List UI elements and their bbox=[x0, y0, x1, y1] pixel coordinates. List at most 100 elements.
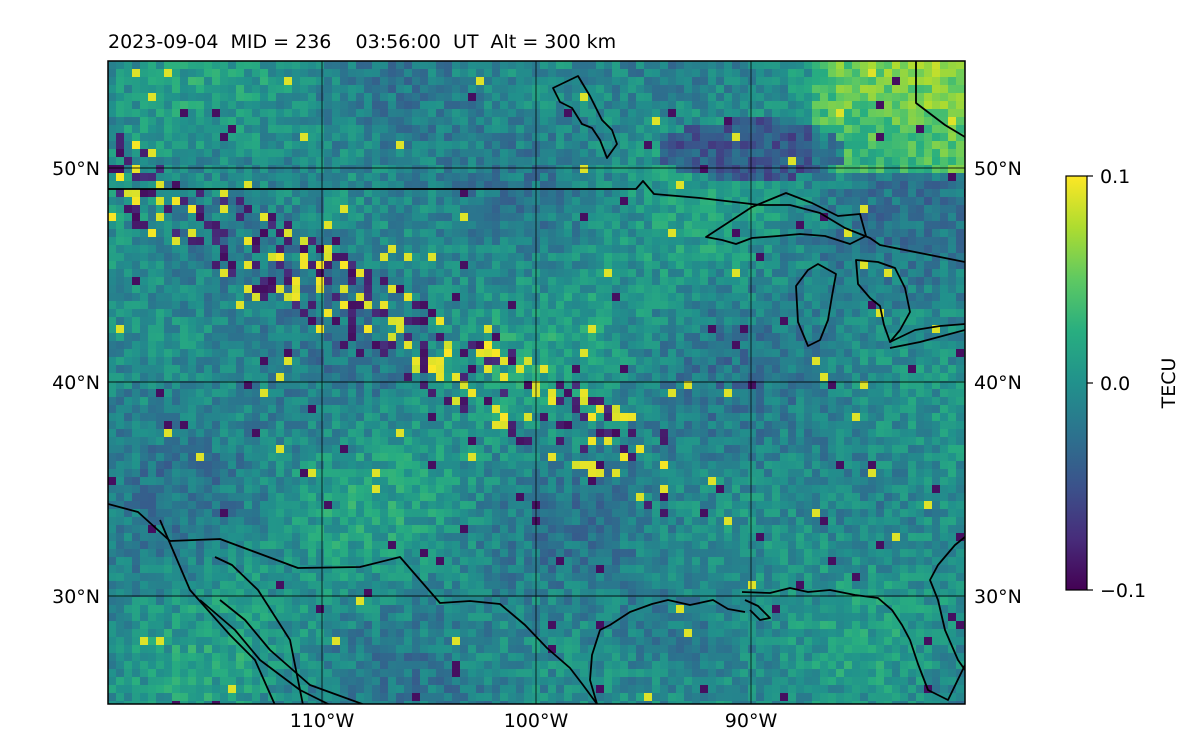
tec-cell bbox=[300, 429, 309, 438]
tec-cell bbox=[220, 157, 229, 166]
tec-cell bbox=[636, 365, 645, 374]
tec-cell bbox=[492, 301, 501, 310]
tec-cell bbox=[932, 101, 941, 110]
tec-cell bbox=[148, 293, 157, 302]
tec-cell bbox=[148, 381, 157, 390]
tec-cell bbox=[580, 341, 589, 350]
tec-cell bbox=[292, 69, 301, 78]
tec-cell bbox=[692, 333, 701, 342]
tec-cell bbox=[196, 61, 205, 70]
tec-cell bbox=[276, 117, 285, 126]
tec-cell bbox=[228, 165, 237, 174]
tec-cell bbox=[164, 125, 173, 134]
tec-cell bbox=[692, 269, 701, 278]
tec-cell bbox=[748, 213, 757, 222]
tec-cell bbox=[404, 189, 413, 198]
tec-cell bbox=[668, 269, 677, 278]
tec-cell bbox=[212, 397, 221, 406]
tec-cell bbox=[716, 381, 725, 390]
tec-cell bbox=[612, 85, 621, 94]
tec-cell bbox=[236, 205, 245, 214]
tec-cell bbox=[444, 181, 453, 190]
tec-cell bbox=[756, 77, 765, 86]
tec-cell bbox=[244, 349, 253, 358]
tec-cell bbox=[140, 197, 149, 206]
tec-cell bbox=[428, 381, 437, 390]
tec-cell bbox=[588, 69, 597, 78]
tec-cell bbox=[356, 181, 365, 190]
tec-cell bbox=[164, 205, 173, 214]
tec-cell bbox=[580, 141, 589, 150]
tec-cell bbox=[116, 77, 125, 86]
tec-cell bbox=[324, 77, 333, 86]
tec-cell bbox=[188, 117, 197, 126]
tec-cell bbox=[916, 197, 925, 206]
tec-cell bbox=[684, 77, 693, 86]
tec-cell bbox=[580, 93, 589, 102]
tec-cell bbox=[644, 285, 653, 294]
tec-cell bbox=[676, 413, 685, 422]
tec-cell bbox=[900, 285, 909, 294]
tec-cell bbox=[508, 173, 517, 182]
tec-cell bbox=[716, 165, 725, 174]
tec-cell bbox=[948, 381, 957, 390]
tec-cell bbox=[948, 69, 957, 78]
tec-cell bbox=[580, 261, 589, 270]
tec-cell bbox=[308, 277, 317, 286]
tec-cell bbox=[204, 421, 213, 430]
tec-cell bbox=[372, 157, 381, 166]
tec-cell bbox=[252, 229, 261, 238]
tec-cell bbox=[676, 381, 685, 390]
tec-cell bbox=[604, 317, 613, 326]
tec-cell bbox=[420, 189, 429, 198]
tec-cell bbox=[300, 117, 309, 126]
tec-cell bbox=[604, 117, 613, 126]
tec-cell bbox=[852, 381, 861, 390]
tec-cell bbox=[588, 269, 597, 278]
tec-cell bbox=[564, 421, 573, 430]
tec-cell bbox=[292, 365, 301, 374]
tec-cell bbox=[372, 165, 381, 174]
tec-cell bbox=[700, 221, 709, 230]
tec-cell bbox=[604, 333, 613, 342]
tec-cell bbox=[692, 173, 701, 182]
tec-cell bbox=[236, 365, 245, 374]
tec-cell bbox=[428, 173, 437, 182]
tec-cell bbox=[372, 421, 381, 430]
tec-cell bbox=[932, 157, 941, 166]
tec-cell bbox=[148, 229, 157, 238]
tec-cell bbox=[580, 61, 589, 70]
tec-cell bbox=[300, 157, 309, 166]
tec-cell bbox=[268, 157, 277, 166]
tec-cell bbox=[524, 405, 533, 414]
tec-cell bbox=[684, 389, 693, 398]
tec-cell bbox=[308, 61, 317, 70]
tec-cell bbox=[884, 101, 893, 110]
tec-cell bbox=[676, 277, 685, 286]
tec-cell bbox=[388, 189, 397, 198]
tec-cell bbox=[884, 413, 893, 422]
tec-cell bbox=[876, 221, 885, 230]
tec-cell bbox=[284, 245, 293, 254]
tec-cell bbox=[316, 77, 325, 86]
tec-cell bbox=[732, 173, 741, 182]
tec-cell bbox=[732, 381, 741, 390]
tec-cell bbox=[388, 301, 397, 310]
tec-cell bbox=[564, 109, 573, 118]
tec-cell bbox=[468, 293, 477, 302]
tec-cell bbox=[748, 245, 757, 254]
tec-cell bbox=[804, 245, 813, 254]
tec-cell bbox=[156, 69, 165, 78]
tec-cell bbox=[348, 285, 357, 294]
tec-cell bbox=[876, 141, 885, 150]
tec-cell bbox=[188, 405, 197, 414]
tec-cell bbox=[548, 277, 557, 286]
tec-cell bbox=[540, 413, 549, 422]
tec-cell bbox=[676, 333, 685, 342]
tec-cell bbox=[884, 405, 893, 414]
tec-cell bbox=[348, 133, 357, 142]
tec-cell bbox=[820, 189, 829, 198]
tec-cell bbox=[164, 109, 173, 118]
tec-cell bbox=[180, 61, 189, 70]
tec-cell bbox=[772, 149, 781, 158]
